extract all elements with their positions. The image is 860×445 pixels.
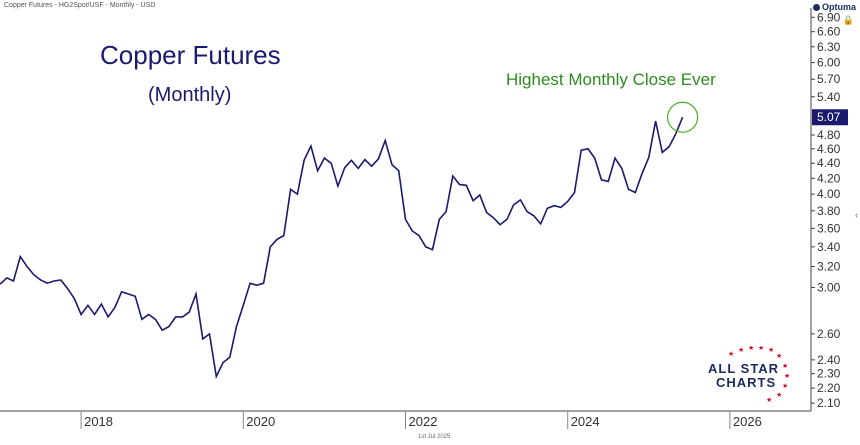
y-tick-label: 6.90 — [817, 10, 841, 24]
y-tick-label: 2.20 — [817, 381, 841, 395]
collapse-arrow-icon[interactable]: ‹ — [855, 210, 858, 220]
y-tick-label: 2.40 — [817, 353, 841, 367]
y-tick-label: 4.20 — [817, 171, 841, 185]
footer-date-label: 1st Jul 2025 — [418, 434, 451, 440]
x-tick-label: 2018 — [84, 414, 113, 429]
svg-text:★: ★ — [728, 350, 734, 358]
svg-text:★: ★ — [738, 346, 744, 354]
y-tick-label: 5.40 — [817, 90, 841, 104]
highest-close-circle — [666, 101, 699, 133]
x-tick-label: 2026 — [733, 414, 762, 429]
svg-text:★: ★ — [782, 382, 788, 390]
x-tick-label: 2020 — [246, 414, 275, 429]
svg-text:★: ★ — [766, 396, 772, 404]
chart-header-info: Copper Futures - HG2Spot/USF - Monthly -… — [4, 2, 156, 9]
last-price-label: 5.07 — [817, 110, 841, 124]
y-tick-label: 4.80 — [817, 128, 841, 142]
brand-line-2: CHARTS — [716, 375, 777, 390]
highest-close-annotation: Highest Monthly Close Ever — [506, 70, 716, 89]
x-tick-label: 2024 — [571, 414, 600, 429]
all-star-charts-stars-icon: ★★ ★ ★ ★★ ★★★ ★★ — [728, 346, 790, 404]
svg-text:★: ★ — [776, 391, 782, 399]
svg-text:★: ★ — [782, 362, 788, 370]
y-tick-label: 4.00 — [817, 187, 841, 201]
y-tick-label: 3.60 — [817, 221, 841, 235]
y-tick-label: 4.60 — [817, 142, 841, 156]
svg-text:★: ★ — [748, 346, 754, 352]
all-star-charts-logo: ALL STAR CHARTS — [708, 362, 788, 390]
chart-subtitle: (Monthly) — [148, 84, 232, 106]
y-tick-label: 3.00 — [817, 280, 841, 294]
y-tick-label: 6.00 — [817, 56, 841, 70]
y-tick-label: 4.40 — [817, 156, 841, 170]
lock-icon[interactable]: 🔒 — [842, 15, 854, 25]
y-tick-label: 3.80 — [817, 204, 841, 218]
chart-title: Copper Futures — [100, 40, 281, 70]
optuma-logo-icon — [812, 3, 820, 11]
x-tick-label: 2022 — [409, 414, 438, 429]
optuma-logo: Optuma — [812, 2, 856, 12]
y-tick-label: 6.60 — [817, 25, 841, 39]
y-tick-label: 5.70 — [817, 72, 841, 86]
y-tick-label: 3.40 — [817, 240, 841, 254]
y-tick-label: 2.60 — [817, 327, 841, 341]
price-series-line — [0, 116, 684, 380]
svg-text:★: ★ — [758, 346, 764, 352]
last-price-box — [812, 109, 848, 126]
y-tick-label: 6.30 — [817, 40, 841, 54]
brand-line-1: ALL STAR — [708, 361, 780, 376]
svg-text:★: ★ — [784, 372, 790, 380]
y-tick-label: 2.30 — [817, 367, 841, 381]
y-tick-label: 2.10 — [817, 396, 841, 410]
y-tick-label: 3.20 — [817, 260, 841, 274]
svg-text:★: ★ — [768, 346, 774, 354]
svg-text:★: ★ — [776, 352, 782, 360]
